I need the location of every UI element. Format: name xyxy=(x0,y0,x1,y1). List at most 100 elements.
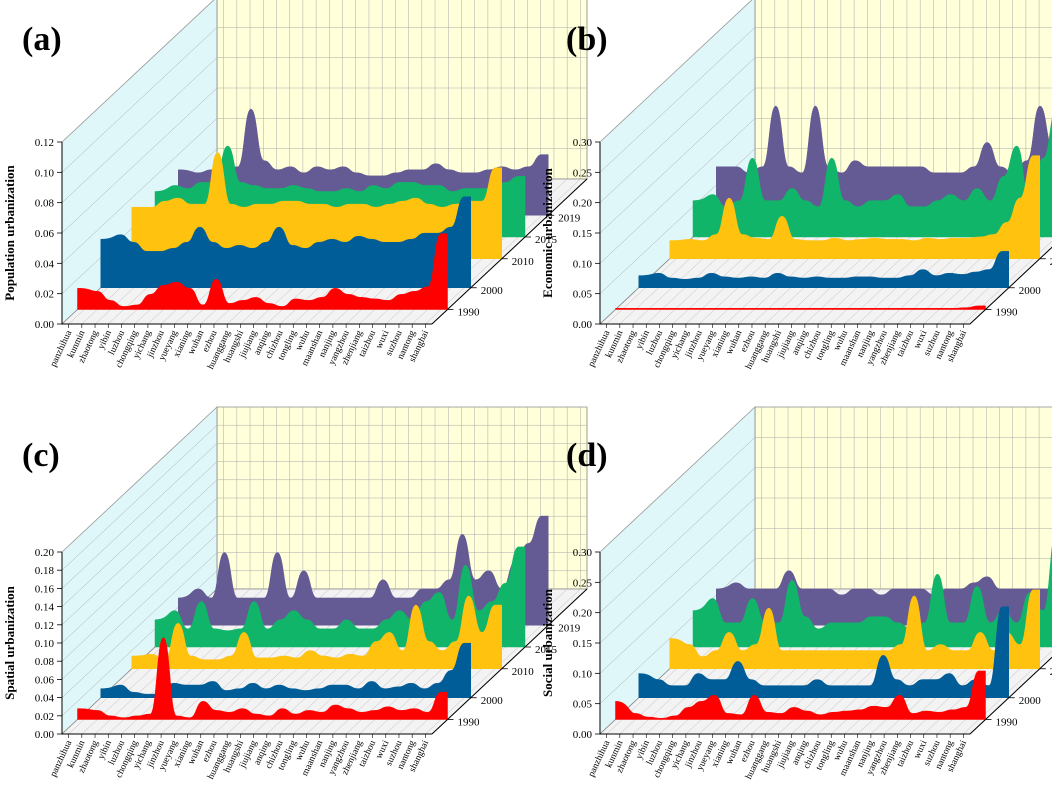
grid-line xyxy=(599,57,756,203)
grid-line xyxy=(61,497,218,644)
y-tick-label: 0.16 xyxy=(35,583,55,595)
panel-label: (a) xyxy=(22,21,62,58)
floor-grid-line xyxy=(425,178,581,325)
series-ridge-2000 xyxy=(100,196,471,288)
floor-grid-line xyxy=(963,240,1052,325)
grid-line xyxy=(61,479,218,625)
grid-line xyxy=(599,528,756,674)
y-tick-label: 0.25 xyxy=(573,167,593,179)
series-ridge-1990 xyxy=(77,637,448,720)
grid-line xyxy=(61,552,218,698)
y-tick-label: 0.20 xyxy=(573,198,593,210)
series-label-2000: 2000 xyxy=(481,285,504,297)
series-ridge-2000 xyxy=(638,251,1009,288)
depth-axis xyxy=(431,588,588,735)
series-label-2000: 2000 xyxy=(1019,285,1042,297)
y-tick-label: 0.08 xyxy=(35,656,55,668)
y-tick-label: 0.20 xyxy=(573,608,593,620)
series-label-2015: 2015 xyxy=(535,644,558,656)
chart-panel-2: 201920152010200019900.000.050.100.150.20… xyxy=(540,0,1052,371)
y-tick-label: 0.18 xyxy=(35,565,55,577)
series-ridge-2010 xyxy=(131,152,502,259)
series-ridge-2015 xyxy=(154,546,526,648)
grid-line xyxy=(61,406,218,553)
grid-line xyxy=(599,558,756,704)
series-label-2000: 2000 xyxy=(1019,695,1042,707)
y-axis-title: Population urbanization xyxy=(2,165,17,301)
series-label-2010: 2010 xyxy=(512,256,535,268)
y-tick-label: 0.10 xyxy=(35,167,55,179)
back-wall xyxy=(754,0,1052,180)
series-ridge-2010 xyxy=(669,589,1040,669)
series-ridge-2019 xyxy=(716,105,1052,216)
y-tick-label: 0.00 xyxy=(573,319,593,331)
panel-label: (b) xyxy=(566,21,608,58)
grid-line xyxy=(599,437,756,583)
y-tick-label: 0.05 xyxy=(573,289,593,301)
y-tick-label: 0.05 xyxy=(573,699,593,711)
panel-label: (c) xyxy=(22,437,60,474)
y-tick-label: 0.00 xyxy=(35,319,55,331)
grid-line xyxy=(599,0,753,143)
y-tick-label: 0.25 xyxy=(573,577,593,589)
series-ridge-2000 xyxy=(638,606,1009,698)
y-tick-label: 0.08 xyxy=(35,198,55,210)
y-tick-label: 0.15 xyxy=(573,228,593,240)
series-ridge-1990 xyxy=(77,233,448,310)
depth-axis xyxy=(431,178,588,325)
series-label-2010: 2010 xyxy=(512,666,535,678)
y-tick-label: 0.02 xyxy=(35,289,54,301)
series-label-1990: 1990 xyxy=(458,307,481,319)
y-tick-label: 0.00 xyxy=(573,729,593,741)
grid-line xyxy=(61,87,218,234)
floor-grid-line xyxy=(425,588,581,735)
floor-grid-line xyxy=(963,650,1052,735)
grid-line xyxy=(599,27,756,173)
grid-line xyxy=(61,57,218,203)
y-tick-label: 0.30 xyxy=(573,137,593,149)
y-tick-label: 0.14 xyxy=(35,602,55,614)
chart-panel-4: 201920152010200019900.000.050.100.150.20… xyxy=(540,406,1052,781)
series-ridge-2010 xyxy=(131,595,502,669)
depth-axis xyxy=(969,656,1052,735)
series-label-1990: 1990 xyxy=(996,717,1019,729)
series-label-1990: 1990 xyxy=(458,717,481,729)
grid-line xyxy=(599,87,756,234)
series-label-2010: 2010 xyxy=(1050,256,1052,268)
y-tick-label: 0.30 xyxy=(573,547,593,559)
y-axis-title: Spatial urbanization xyxy=(2,585,17,700)
series-label-2010: 2010 xyxy=(1050,666,1052,678)
grid-line xyxy=(61,425,218,571)
series-ridge-2010 xyxy=(669,155,1040,259)
grid-line xyxy=(61,534,218,680)
y-tick-label: 0.02 xyxy=(35,711,54,723)
series-ridge-2015 xyxy=(692,118,1052,238)
y-tick-label: 0.04 xyxy=(35,258,55,270)
series-label-2000: 2000 xyxy=(481,695,504,707)
series-ridge-1990 xyxy=(615,670,986,720)
grid-line xyxy=(599,467,756,613)
series-ridge-2019 xyxy=(178,515,549,626)
grid-line xyxy=(61,443,218,589)
panel-label: (d) xyxy=(566,437,608,474)
series-label-2019: 2019 xyxy=(558,622,581,634)
grid-line xyxy=(61,118,218,264)
y-tick-label: 0.04 xyxy=(35,693,55,705)
series-label-2019: 2019 xyxy=(558,212,581,224)
series-ridge-1990 xyxy=(615,305,986,310)
grid-line xyxy=(61,516,218,662)
grid-line xyxy=(599,497,756,644)
y-tick-label: 0.00 xyxy=(35,729,55,741)
y-tick-label: 0.20 xyxy=(35,547,55,559)
back-wall xyxy=(216,0,588,180)
y-axis-title: Economic urbanization xyxy=(540,167,555,297)
y-tick-label: 0.06 xyxy=(35,228,55,240)
y-tick-label: 0.15 xyxy=(573,638,593,650)
series-label-2015: 2015 xyxy=(535,234,558,246)
y-tick-label: 0.12 xyxy=(35,137,54,149)
grid-line xyxy=(599,118,756,264)
